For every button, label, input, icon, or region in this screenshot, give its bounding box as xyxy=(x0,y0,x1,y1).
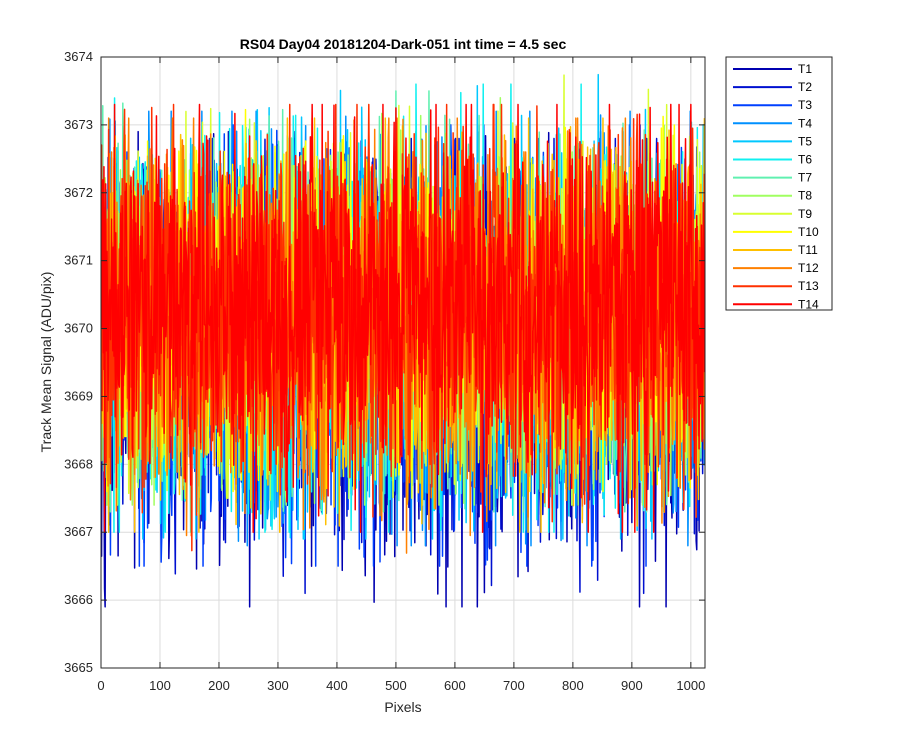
legend-label-t11: T11 xyxy=(798,243,818,257)
y-tick-label: 3674 xyxy=(64,49,93,64)
series-layer xyxy=(101,73,705,608)
legend-label-t5: T5 xyxy=(798,134,812,148)
legend: T1 T2 T3 T4 T5 T6 T7 T8 T9 T10 T11 T12 T13 T14 xyxy=(725,56,833,311)
plot-frame xyxy=(100,56,706,669)
legend-label-t6: T6 xyxy=(798,153,812,167)
x-tick-label: 500 xyxy=(385,678,407,693)
x-tick-label: 0 xyxy=(97,678,104,693)
y-tick-label: 3669 xyxy=(64,388,93,403)
legend-label-t13: T13 xyxy=(798,279,819,293)
y-tick-label: 3672 xyxy=(64,185,93,200)
y-tick-label: 3666 xyxy=(64,592,93,607)
y-axis-label: Track Mean Signal (ADU/pix) xyxy=(38,272,54,453)
y-tick-label: 3668 xyxy=(64,456,93,471)
legend-label-t2: T2 xyxy=(798,80,812,94)
x-tick-label: 800 xyxy=(562,678,584,693)
chart-title: RS04 Day04 20181204-Dark-051 int time = … xyxy=(240,36,567,52)
legend-label-t10: T10 xyxy=(798,225,819,239)
x-tick-label: 300 xyxy=(267,678,289,693)
y-tick-label: 3667 xyxy=(64,524,93,539)
x-tick-label: 200 xyxy=(208,678,230,693)
axis-ticks: 0 100 200 300 400 500 600 700 800 900 1000 3665 3666… xyxy=(64,49,705,693)
y-tick-label: 3673 xyxy=(64,117,93,132)
x-tick-label: 1000 xyxy=(676,678,705,693)
y-tick-label: 3670 xyxy=(64,321,93,336)
legend-label-t7: T7 xyxy=(798,171,812,185)
legend-label-t9: T9 xyxy=(798,207,812,221)
y-tick-label: 3665 xyxy=(64,660,93,675)
legend-label-t3: T3 xyxy=(798,98,812,112)
legend-label-t8: T8 xyxy=(798,189,812,203)
legend-label-t1: T1 xyxy=(798,62,812,76)
y-tick-label: 3671 xyxy=(64,253,93,268)
x-tick-label: 400 xyxy=(326,678,348,693)
x-tick-label: 700 xyxy=(503,678,525,693)
x-tick-label: 600 xyxy=(444,678,466,693)
legend-label-t14: T14 xyxy=(798,297,819,311)
x-axis-label: Pixels xyxy=(384,699,421,715)
x-tick-label: 100 xyxy=(149,678,171,693)
legend-label-t12: T12 xyxy=(798,261,819,275)
legend-label-t4: T4 xyxy=(798,116,812,130)
series-line-t14 xyxy=(101,103,705,533)
x-tick-label: 900 xyxy=(621,678,643,693)
